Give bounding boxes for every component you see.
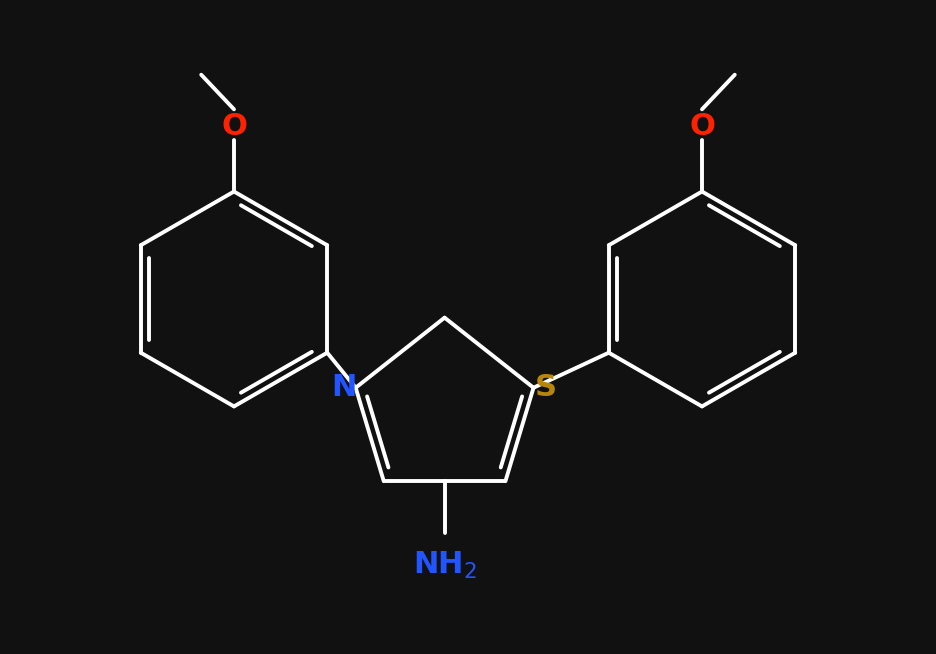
Text: NH$_2$: NH$_2$ [413,550,476,581]
Text: O: O [221,112,247,141]
Text: O: O [689,112,715,141]
Text: N: N [330,373,357,402]
Text: S: S [534,373,557,402]
